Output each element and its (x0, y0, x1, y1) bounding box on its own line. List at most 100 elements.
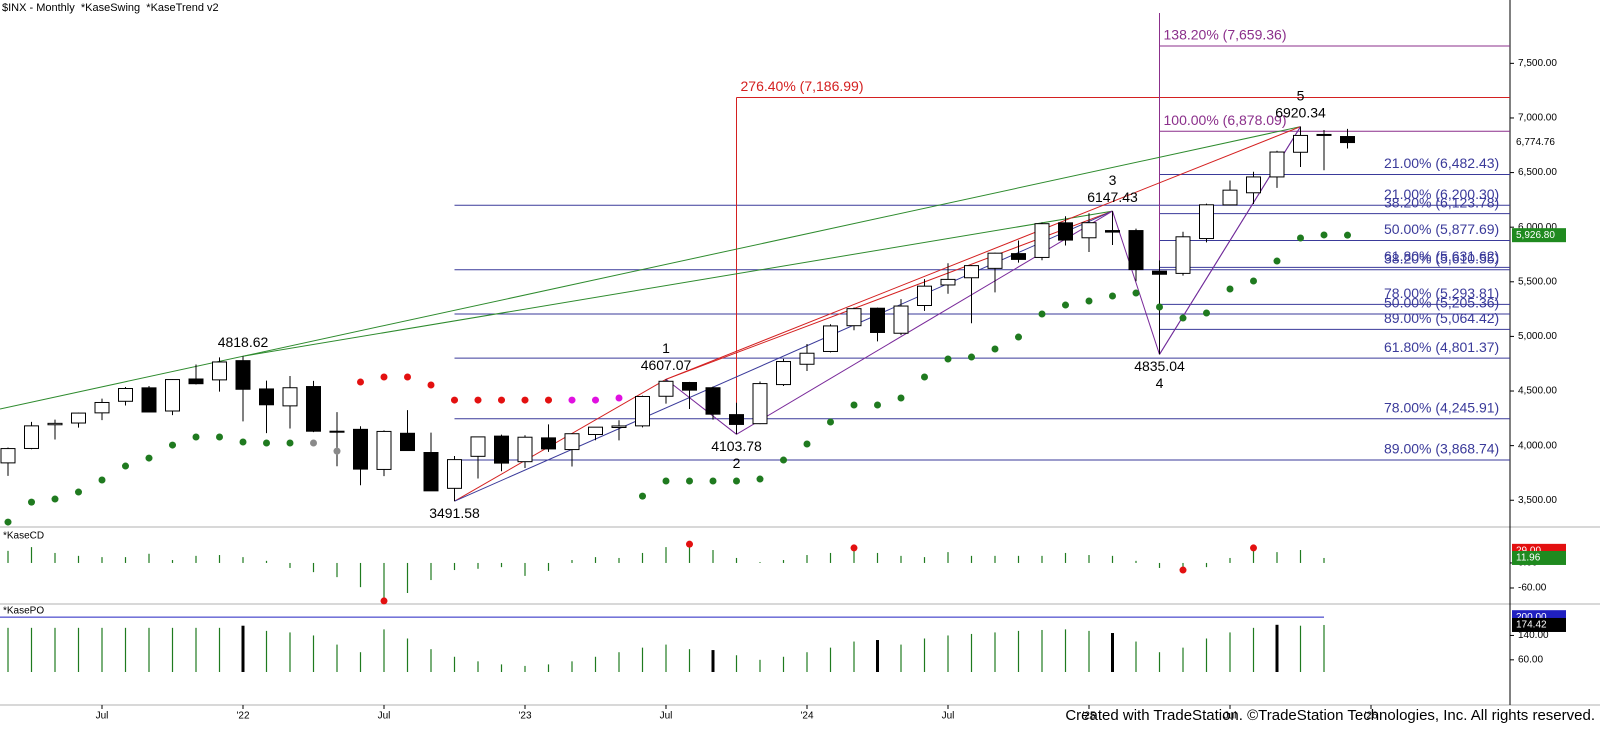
trend-line (454, 210, 1113, 502)
trend-dot (1344, 231, 1351, 239)
trend-dot (803, 440, 811, 448)
trend-dot (921, 373, 928, 381)
trend-dot (615, 394, 623, 402)
candle-body (682, 381, 697, 391)
candle-body (376, 430, 392, 470)
candle-body (447, 459, 462, 489)
candle-body (846, 308, 862, 327)
wave-label: 2 (733, 455, 741, 471)
y-tick-label: 4,000.00 (1518, 440, 1557, 451)
trend-dot (944, 355, 952, 363)
candle-body (212, 361, 227, 381)
y-tick-label: 5,500.00 (1518, 276, 1557, 287)
trend-dot (686, 477, 693, 485)
trend-dot (1156, 303, 1163, 311)
panel-title: *KasePO (3, 606, 44, 617)
candle-body (1105, 230, 1120, 233)
trend-dot (662, 477, 670, 485)
candle-body (588, 426, 603, 435)
fib-level-label: 100.00% (6,878.09) (1164, 112, 1287, 128)
fib-level-label: 61.80% (5,631.62) (1384, 248, 1499, 264)
fib-level-label: 38.20% (5,610.55) (1384, 250, 1499, 266)
candle-body (423, 452, 439, 492)
candle-body (964, 265, 979, 279)
fib-level-label: 138.20% (7,659.36) (1164, 27, 1287, 43)
candle-body (94, 401, 110, 414)
fib-level-label: 89.00% (5,064.42) (1384, 310, 1499, 326)
trend-dot (4, 518, 12, 526)
candle-body (752, 383, 768, 425)
trend-dot (709, 477, 717, 485)
y-tick-label: 3,500.00 (1518, 495, 1557, 506)
trend-dot (850, 401, 858, 409)
signal-dot (380, 597, 388, 605)
y-tick-label: 7,000.00 (1518, 113, 1557, 124)
trend-dot (427, 381, 435, 389)
fib-level-label: 89.00% (3,868.74) (1384, 441, 1499, 457)
candle-body (705, 387, 721, 415)
wave-label: 3 (1109, 172, 1117, 188)
trend-dot (451, 396, 458, 404)
fib-level-label: 276.40% (7,186.99) (741, 78, 864, 94)
candle-body (1293, 134, 1308, 153)
trend-dot (310, 439, 317, 447)
candle-body (259, 388, 274, 406)
candle-body (1246, 176, 1261, 194)
fib-level-label: 61.80% (4,801.37) (1384, 339, 1499, 355)
x-tick-label: '25 (1082, 711, 1095, 722)
candle-body (1058, 222, 1073, 241)
fib-level-label: 21.00% (6,200.30) (1384, 186, 1499, 202)
fib-level-label: 38.20% (6,123.78) (1384, 194, 1499, 210)
price-label: 6,774.76 (1516, 137, 1555, 148)
wave-label: 1 (662, 340, 670, 356)
swing-label: 6147.43 (1087, 189, 1138, 205)
trend-dot (51, 495, 59, 503)
candle-body (658, 380, 674, 397)
candle-body (940, 278, 956, 286)
swing-label: 4835.04 (1134, 358, 1185, 374)
fib-level-label: 50.00% (5,205.36) (1384, 295, 1499, 311)
trend-dot (874, 401, 881, 409)
trend-dot (98, 476, 106, 484)
trend-dot (968, 353, 975, 361)
candle-body (870, 307, 885, 333)
swing-label: 3491.58 (429, 505, 480, 521)
y-tick-label: 60.00 (1518, 654, 1543, 665)
candle-body (987, 252, 1003, 269)
y-tick-label: 4,500.00 (1518, 386, 1557, 397)
candle-body (917, 285, 932, 306)
candle-body (118, 388, 133, 402)
trend-dot (169, 441, 176, 449)
swing-label: 6920.34 (1275, 104, 1326, 120)
fib-level-label: 78.00% (5,293.81) (1384, 285, 1499, 301)
trend-dot (733, 477, 740, 485)
candle-body (776, 361, 791, 386)
trend-dot (286, 439, 294, 447)
trend-line (736, 210, 1113, 435)
x-tick-label: Jul (942, 711, 955, 722)
x-tick-label: '22 (236, 711, 249, 722)
y-tick-label: -60.00 (1518, 583, 1547, 594)
candle-body (611, 425, 627, 428)
trend-line (1112, 210, 1160, 355)
price-label: 11.96 (1516, 553, 1541, 564)
trend-dot (404, 373, 411, 381)
trend-dot (639, 492, 646, 500)
trend-line (665, 126, 1301, 380)
x-tick-label: Jul (378, 711, 391, 722)
fib-level-label: 78.00% (4,245.91) (1384, 399, 1499, 415)
candle-body (1175, 236, 1191, 274)
trend-dot (474, 396, 482, 404)
price-label-box (1512, 228, 1566, 243)
fib-level-label: 50.00% (5,877.69) (1384, 221, 1499, 237)
signal-dot (686, 540, 693, 548)
trend-dot (1273, 257, 1281, 265)
swing-label: 4103.78 (711, 438, 762, 454)
trend-dot (145, 454, 153, 462)
candle-body (24, 425, 39, 449)
candle-body (1081, 222, 1097, 239)
y-tick-label: 140.00 (1518, 630, 1549, 641)
swing-label: 4607.07 (641, 357, 692, 373)
trend-dot (28, 498, 35, 506)
candle-body (400, 432, 415, 452)
